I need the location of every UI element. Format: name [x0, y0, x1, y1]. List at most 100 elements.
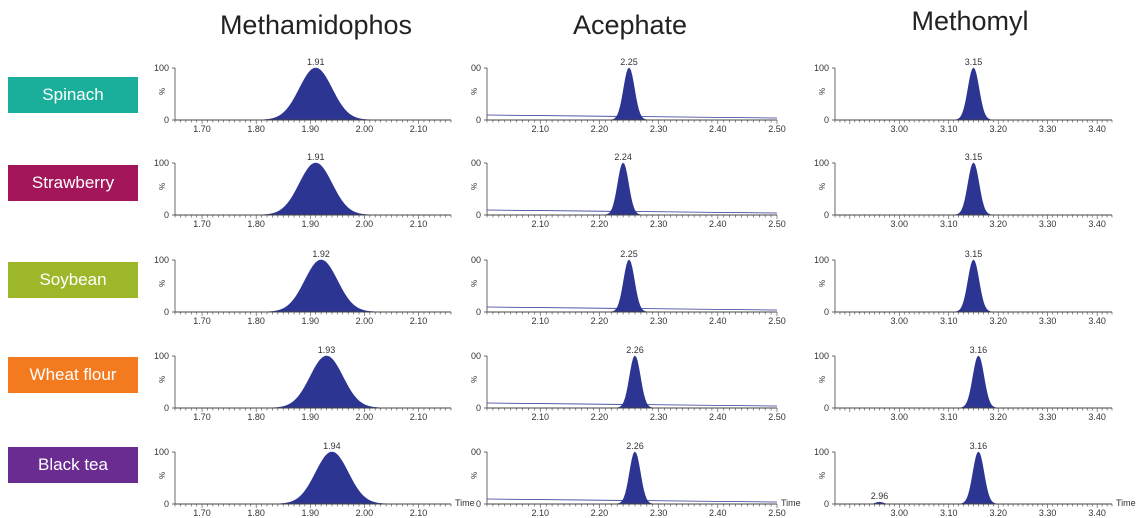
peak-area	[487, 259, 777, 313]
y-axis-label: %	[158, 472, 167, 479]
peak-area	[175, 259, 451, 313]
peak-label: 2.24	[614, 152, 632, 162]
x-tick-label: 2.40	[709, 124, 727, 134]
sample-label-spinach: Spinach	[8, 77, 138, 113]
x-tick-label: 2.10	[410, 316, 428, 326]
x-tick-label: 2.40	[709, 316, 727, 326]
x-tick-label: 2.20	[591, 316, 609, 326]
x-tick-label: 2.50	[768, 508, 786, 518]
x-tick-label: 3.30	[1039, 412, 1057, 422]
x-tick-label: 3.30	[1039, 219, 1057, 229]
x-tick-label: 1.80	[247, 508, 265, 518]
x-axis-time-label: Time	[455, 498, 475, 508]
x-tick-label: 2.10	[531, 508, 549, 518]
chromatogram-methomyl-wheat-flour: 100 0% 3.16 3.00 3.10 3.20 3.30 3.40	[814, 345, 1113, 422]
y-tick-zero: 0	[476, 403, 481, 413]
y-axis-label: %	[818, 376, 827, 383]
x-tick-label: 2.30	[650, 508, 668, 518]
x-tick-label: 1.70	[193, 316, 211, 326]
y-tick-zero: 0	[824, 115, 829, 125]
y-tick-zero: 0	[164, 307, 169, 317]
y-tick-zero: 0	[476, 115, 481, 125]
y-tick-zero: 0	[164, 499, 169, 509]
y-tick-top: 100	[814, 447, 829, 457]
peak-label: 3.16	[970, 441, 988, 451]
peak-label: 2.25	[620, 249, 638, 259]
y-tick-zero: 0	[476, 307, 481, 317]
peak-label: 3.15	[965, 57, 983, 67]
y-axis-label: %	[158, 280, 167, 287]
chromatogram-acephate-spinach: 000%2.252.10 2.20 2.30 2.40 2.50	[470, 57, 786, 134]
peak-label: 2.26	[626, 345, 644, 355]
y-tick-top: 100	[814, 255, 829, 265]
x-tick-label: 2.20	[591, 219, 609, 229]
x-tick-label: 1.70	[193, 412, 211, 422]
y-tick-top: 00	[471, 255, 481, 265]
x-tick-label: 2.10	[410, 412, 428, 422]
x-tick-label: 1.90	[302, 508, 320, 518]
y-axis-label: %	[470, 88, 479, 95]
x-tick-label: 3.30	[1039, 124, 1057, 134]
y-tick-top: 100	[814, 63, 829, 73]
y-axis-label: %	[818, 280, 827, 287]
x-tick-label: 2.10	[531, 412, 549, 422]
x-tick-label: 2.30	[650, 316, 668, 326]
peak-area	[175, 67, 451, 121]
chromatogram-acephate-strawberry: 000%2.242.10 2.20 2.30 2.40 2.50	[470, 152, 786, 229]
peak-label: 3.16	[970, 345, 988, 355]
x-tick-label: 1.80	[247, 219, 265, 229]
peak-label: 1.92	[312, 249, 330, 259]
peak-label: 1.91	[307, 152, 325, 162]
y-tick-top: 00	[471, 447, 481, 457]
peak-area	[175, 355, 451, 409]
chromatogram-methomyl-soybean: 100 0% 3.15 3.00 3.10 3.20 3.30 3.40	[814, 249, 1113, 326]
x-tick-label: 2.20	[591, 124, 609, 134]
y-tick-top: 100	[154, 63, 169, 73]
y-axis-label: %	[470, 280, 479, 287]
x-tick-label: 1.80	[247, 124, 265, 134]
y-axis-label: %	[818, 88, 827, 95]
x-axis-time-label: Time	[1116, 498, 1136, 508]
x-tick-label: 3.40	[1088, 219, 1106, 229]
x-tick-label: 2.30	[650, 219, 668, 229]
y-tick-top: 00	[471, 351, 481, 361]
y-tick-top: 100	[154, 255, 169, 265]
x-tick-label: 1.90	[302, 412, 320, 422]
y-tick-zero: 0	[824, 499, 829, 509]
peak-label: 2.26	[626, 441, 644, 451]
x-tick-label: 2.10	[531, 219, 549, 229]
y-tick-top: 100	[814, 158, 829, 168]
x-tick-label: 3.10	[940, 219, 958, 229]
y-axis-label: %	[470, 472, 479, 479]
y-tick-zero: 0	[164, 403, 169, 413]
peak-area	[175, 451, 451, 505]
x-tick-label: 2.50	[768, 124, 786, 134]
chromatogram-methamidophos-strawberry: 100 0% 1.91 1.70 1.80 1.90 2.00 2.10	[154, 152, 452, 229]
peak-label: 3.15	[965, 152, 983, 162]
sample-label-black-tea: Black tea	[8, 447, 138, 483]
chromatogram-methamidophos-black-tea: 100 0% 1.94 1.70 1.80 1.90 2.00 2.10 Time	[154, 441, 475, 518]
x-tick-label: 3.20	[989, 219, 1007, 229]
peak-area	[487, 162, 777, 216]
x-tick-label: 3.10	[940, 412, 958, 422]
x-tick-label: 2.00	[356, 508, 374, 518]
peak-area	[175, 162, 451, 216]
x-tick-label: 3.20	[989, 412, 1007, 422]
y-axis-label: %	[818, 472, 827, 479]
x-tick-label: 1.80	[247, 412, 265, 422]
y-axis-label: %	[158, 183, 167, 190]
x-tick-label: 1.90	[302, 124, 320, 134]
x-tick-label: 2.50	[768, 219, 786, 229]
x-tick-label: 2.40	[709, 508, 727, 518]
x-tick-label: 3.20	[989, 124, 1007, 134]
chromatogram-methomyl-black-tea: 100 0% 2.96 3.16 3.00 3.10 3.20 3.30 3.40 Time	[814, 441, 1136, 518]
x-tick-label: 3.30	[1039, 508, 1057, 518]
y-tick-top: 00	[471, 63, 481, 73]
x-tick-label: 3.10	[940, 316, 958, 326]
minor-peak-area	[864, 501, 895, 504]
y-axis-label: %	[158, 88, 167, 95]
minor-peak-label: 2.96	[871, 491, 889, 501]
sample-label-wheat-flour: Wheat flour	[8, 357, 138, 393]
x-tick-label: 2.30	[650, 124, 668, 134]
y-tick-top: 100	[154, 158, 169, 168]
